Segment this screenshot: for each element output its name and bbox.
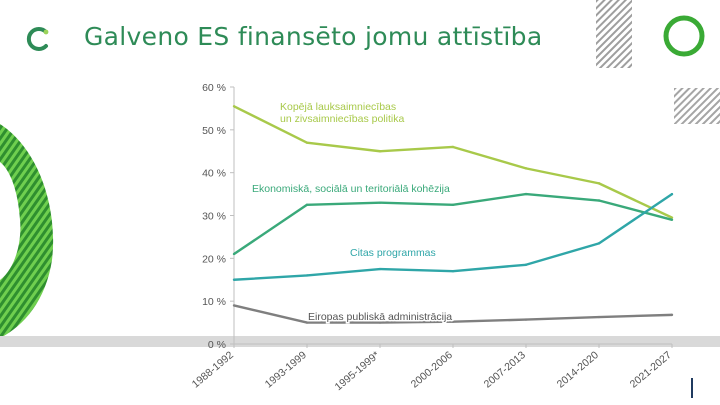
- page-title: Galveno ES finansēto jomu attīstība: [84, 22, 543, 51]
- hatch-decoration-right: [674, 88, 720, 124]
- hatch-decoration: [596, 0, 632, 68]
- x-tick-label: 2000-2006: [409, 349, 455, 391]
- data-point: [378, 321, 382, 324]
- series-label: Eiropas publiskā administrācija: [308, 311, 452, 323]
- series-label-halo: Eiropas publiskā administrācija: [308, 311, 452, 323]
- series-label-halo: Ekonomiskā, sociālā un teritoriālā kohēz…: [252, 183, 450, 195]
- data-point: [305, 274, 309, 277]
- data-point: [670, 192, 674, 196]
- data-point: [232, 304, 236, 307]
- x-tick-label: 1993-1999: [263, 349, 309, 391]
- data-point: [670, 218, 674, 221]
- x-tick-label: 1995-1999*: [333, 349, 382, 393]
- series-label: un zivsaimniecības politika: [280, 113, 404, 125]
- data-point: [305, 321, 309, 324]
- right-accent-bar: [691, 378, 693, 398]
- green-ring-decoration: [0, 124, 54, 338]
- data-point: [524, 318, 528, 321]
- y-tick-label: 50 %: [202, 125, 226, 137]
- data-point: [378, 150, 382, 153]
- data-point: [451, 269, 455, 273]
- data-point: [232, 252, 236, 256]
- data-point: [305, 141, 309, 144]
- logo-arc-icon: [26, 27, 49, 51]
- x-tick-label: 1988-1992: [190, 349, 236, 391]
- x-tick-label: 2014-2020: [555, 349, 601, 391]
- data-point: [232, 278, 236, 281]
- data-point: [524, 263, 528, 266]
- y-tick-label: 60 %: [202, 82, 226, 94]
- y-tick-label: 30 %: [202, 211, 226, 223]
- series-label-halo: Citas programmas: [350, 247, 436, 259]
- series-line: [233, 192, 673, 256]
- series-label: Citas programmas: [350, 247, 436, 259]
- series-label-halo: Kopējā lauksaimniecības: [280, 101, 396, 113]
- data-point: [378, 201, 382, 204]
- data-point: [597, 199, 601, 202]
- y-tick-label: 0 %: [208, 339, 226, 351]
- data-point: [670, 313, 674, 317]
- series-line: [233, 304, 673, 324]
- data-point: [597, 315, 601, 319]
- y-tick-label: 20 %: [202, 253, 226, 265]
- series-label-halo: un zivsaimniecības politika: [280, 113, 404, 125]
- data-point: [670, 216, 674, 219]
- green-ring-icon: [663, 15, 705, 57]
- data-point: [524, 192, 528, 196]
- footer-band: [0, 336, 720, 347]
- data-point: [451, 145, 455, 149]
- data-point: [451, 320, 455, 323]
- data-point: [524, 167, 528, 170]
- y-tick-label: 40 %: [202, 168, 226, 180]
- data-point: [232, 105, 236, 108]
- data-point: [451, 203, 455, 206]
- data-point: [378, 267, 382, 271]
- series-line: [233, 193, 673, 281]
- data-point: [597, 182, 601, 185]
- y-tick-label: 10 %: [202, 296, 226, 308]
- data-point: [597, 242, 601, 245]
- series-label: Kopējā lauksaimniecības: [280, 101, 396, 113]
- data-point: [305, 203, 309, 206]
- series-label: Ekonomiskā, sociālā un teritoriālā kohēz…: [252, 183, 450, 195]
- x-tick-label: 2007-2013: [482, 349, 528, 391]
- x-tick-label: 2021-2027: [628, 349, 674, 391]
